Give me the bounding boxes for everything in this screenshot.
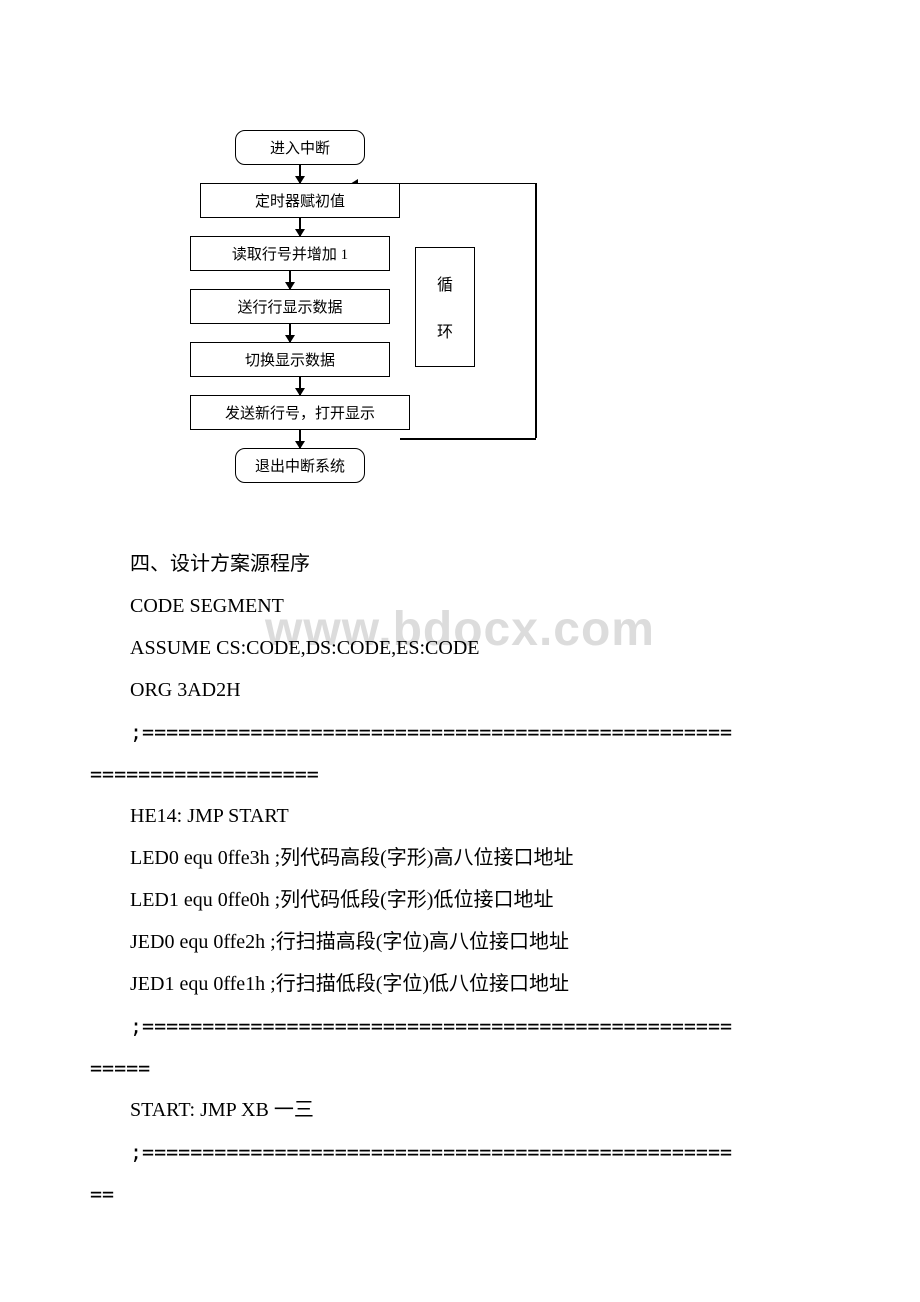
loop-line-bottom-h xyxy=(400,438,536,440)
separator-line: =================== xyxy=(90,753,830,795)
code-line: LED1 equ 0ffe0h ;列代码低段(字形)低位接口地址 xyxy=(90,879,830,921)
flow-arrow xyxy=(299,165,301,183)
loop-line-right-v xyxy=(535,183,537,438)
flow-arrow xyxy=(289,271,291,289)
loop-char-2: 环 xyxy=(437,318,453,342)
flow-node-enter-interrupt: 进入中断 xyxy=(235,130,365,165)
code-line: HE14: JMP START xyxy=(90,795,830,837)
flow-arrow xyxy=(299,430,301,448)
flow-node-switch-data: 切换显示数据 xyxy=(190,342,390,377)
separator-line: ;=======================================… xyxy=(90,1005,830,1047)
separator-line: ;=======================================… xyxy=(90,711,830,753)
flow-arrow xyxy=(299,218,301,236)
flow-node-send-new-row: 发送新行号，打开显示 xyxy=(190,395,410,430)
code-line: CODE SEGMENT xyxy=(90,585,830,627)
code-line: JED0 equ 0ffe2h ;行扫描高段(字位)高八位接口地址 xyxy=(90,921,830,963)
flow-node-timer-init: 定时器赋初值 xyxy=(200,183,400,218)
flow-arrow xyxy=(299,377,301,395)
separator-line: ===== xyxy=(90,1047,830,1089)
code-line: JED1 equ 0ffe1h ;行扫描低段(字位)低八位接口地址 xyxy=(90,963,830,1005)
flow-arrow xyxy=(289,324,291,342)
document-body: 四、设计方案源程序 CODE SEGMENT ASSUME CS:CODE,DS… xyxy=(90,543,830,1215)
separator-line: ;=======================================… xyxy=(90,1131,830,1173)
code-line: LED0 equ 0ffe3h ;列代码高段(字形)高八位接口地址 xyxy=(90,837,830,879)
flowchart: 进入中断 定时器赋初值 读取行号并增加 1 送行行显示数据 切换显示数据 xyxy=(190,130,570,483)
separator-line: == xyxy=(90,1173,830,1215)
loop-char-1: 循 xyxy=(437,271,453,295)
code-line: ASSUME CS:CODE,DS:CODE,ES:CODE xyxy=(90,627,830,669)
section-heading: 四、设计方案源程序 xyxy=(90,543,830,585)
code-line: START: JMP XB 一三 xyxy=(90,1089,830,1131)
flow-node-exit-interrupt: 退出中断系统 xyxy=(235,448,365,483)
code-line: ORG 3AD2H xyxy=(90,669,830,711)
page-container: 进入中断 定时器赋初值 读取行号并增加 1 送行行显示数据 切换显示数据 xyxy=(0,0,920,1255)
flow-loop-label-box: 循 环 xyxy=(415,247,475,367)
flow-node-send-row-data: 送行行显示数据 xyxy=(190,289,390,324)
flow-node-read-row-inc: 读取行号并增加 1 xyxy=(190,236,390,271)
